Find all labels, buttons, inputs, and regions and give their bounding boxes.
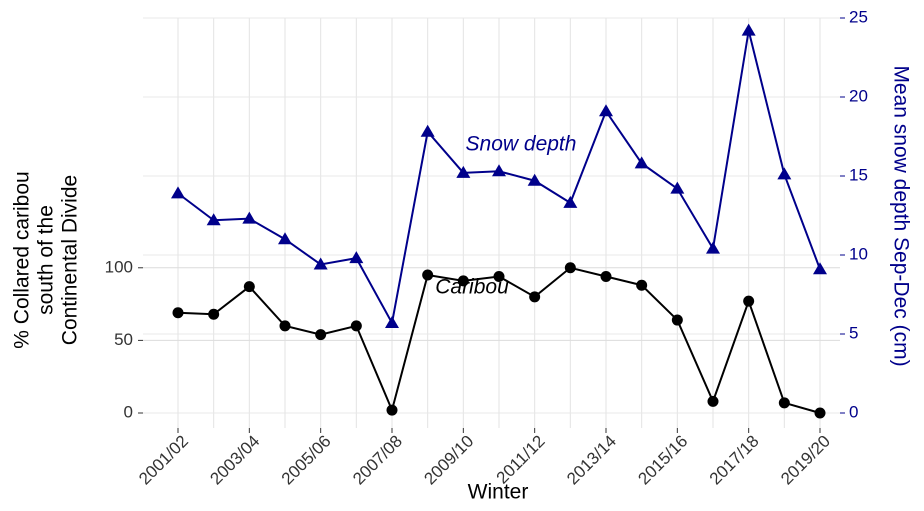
- y-axis-title: % Collared caribou south of the Continen…: [11, 171, 82, 348]
- marker: [457, 275, 469, 287]
- annotation: Snow depth: [466, 133, 577, 156]
- marker: [670, 181, 685, 194]
- y2-tick-label: 10: [849, 244, 868, 263]
- marker: [243, 281, 255, 293]
- y-tick-label: 50: [114, 330, 133, 349]
- y-axis-title-line: south of the: [35, 205, 58, 315]
- marker: [315, 329, 327, 341]
- marker: [600, 270, 612, 282]
- marker: [634, 156, 649, 169]
- y2-tick-label: 15: [849, 165, 868, 184]
- y-axis-title-line: % Collared caribou: [11, 171, 34, 348]
- marker: [529, 291, 541, 303]
- marker: [206, 213, 221, 226]
- marker: [777, 167, 792, 180]
- x-axis-title: Winter: [468, 481, 529, 504]
- marker: [741, 23, 756, 36]
- marker: [278, 232, 292, 245]
- y2-tick-label: 20: [849, 86, 868, 105]
- x-tick-label: 2011/12: [493, 432, 549, 488]
- marker: [420, 124, 435, 137]
- marker: [813, 262, 827, 275]
- marker: [350, 320, 362, 332]
- marker: [279, 320, 291, 332]
- marker: [422, 269, 434, 281]
- marker: [564, 262, 576, 274]
- x-tick-label: 2015/16: [634, 432, 691, 489]
- x-tick-label: 2007/08: [349, 432, 406, 489]
- grid: [143, 17, 840, 428]
- marker: [599, 104, 613, 117]
- marker: [349, 251, 364, 264]
- marker: [172, 307, 184, 319]
- marker: [492, 164, 506, 177]
- marker: [706, 241, 720, 254]
- marker: [208, 308, 220, 320]
- marker: [743, 295, 755, 307]
- x-tick-label: 2005/06: [278, 432, 335, 489]
- x-tick-label: 2003/04: [206, 432, 263, 489]
- y2-tick-label: 5: [849, 323, 858, 342]
- marker: [493, 270, 505, 282]
- y-tick-label: 100: [105, 257, 133, 276]
- x-tick-label: 2001/02: [135, 432, 192, 489]
- marker: [242, 211, 257, 224]
- marker: [636, 279, 648, 291]
- x-tick-label: 2017/18: [706, 432, 763, 489]
- marker: [527, 173, 542, 186]
- marker: [778, 397, 790, 409]
- y2-tick-label: 25: [849, 7, 868, 26]
- marker: [313, 257, 328, 270]
- marker: [171, 186, 185, 199]
- marker: [456, 165, 471, 178]
- annotation: Caribou: [435, 276, 509, 299]
- marker: [814, 407, 826, 419]
- y2-axis-title: Mean snow depth Sep-Dec (cm): [889, 65, 912, 366]
- x-tick-label: 2013/14: [563, 432, 620, 489]
- y-axis-title-line: Continental Divide: [59, 175, 82, 345]
- marker: [563, 195, 578, 208]
- y-tick-label: 0: [124, 402, 133, 421]
- x-tick-label: 2019/20: [777, 432, 834, 489]
- marker: [707, 395, 719, 407]
- y2-tick-label: 0: [849, 402, 858, 421]
- marker: [386, 404, 398, 416]
- marker: [671, 314, 683, 326]
- marker: [385, 315, 399, 328]
